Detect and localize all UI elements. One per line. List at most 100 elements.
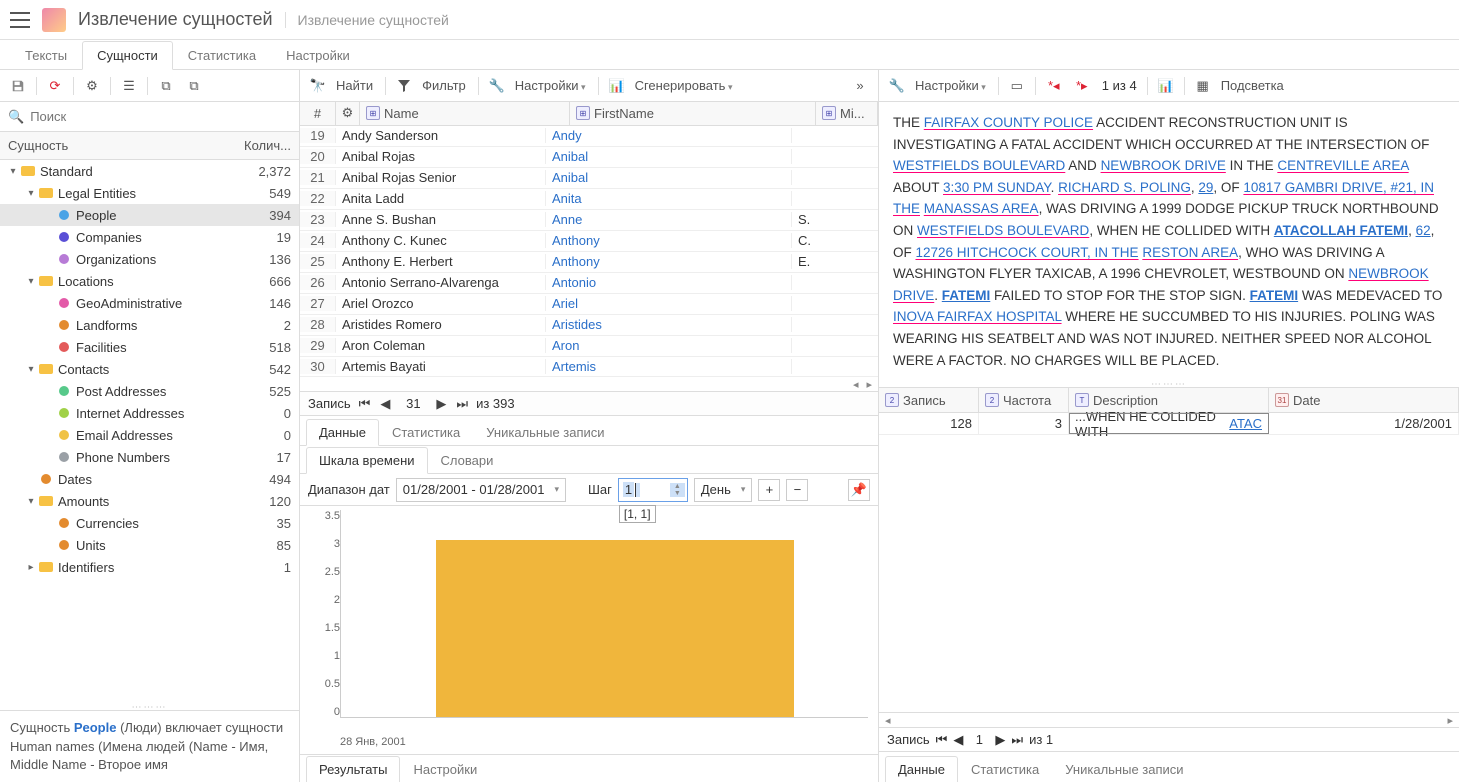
col-mi[interactable]: ⊞Mi...	[816, 102, 878, 125]
link-poling[interactable]: RICHARD S. POLING	[1058, 180, 1191, 195]
link-inova[interactable]: INOVA FAIRFAX HOSPITAL	[893, 309, 1062, 324]
link-age-62[interactable]: 62	[1416, 223, 1431, 238]
grid-row[interactable]: 25 Anthony E. Herbert Anthony E.	[300, 252, 878, 273]
tree-item[interactable]: People394	[0, 204, 299, 226]
link-time[interactable]: 3:30 PM SUNDAY	[943, 180, 1051, 195]
tree-expander[interactable]: ▾	[24, 188, 38, 199]
grid-row[interactable]: 21 Anibal Rojas Senior Anibal	[300, 168, 878, 189]
results-settings-tab[interactable]: Настройки	[400, 756, 490, 782]
chart-icon[interactable]: 📊	[1154, 74, 1178, 98]
tree-item[interactable]: Internet Addresses0	[0, 402, 299, 424]
tree-expander[interactable]: ▾	[24, 276, 38, 287]
tree-item[interactable]: Organizations136	[0, 248, 299, 270]
link-age-29[interactable]: 29	[1198, 180, 1213, 195]
tree-item[interactable]: ▸Identifiers1	[0, 556, 299, 578]
copy-stack-icon[interactable]: ⧉	[182, 74, 206, 98]
tree-expander[interactable]: ▾	[24, 496, 38, 507]
next-asterisk-icon[interactable]: *▸	[1070, 74, 1094, 98]
right-scroll-x[interactable]: ◂▸	[879, 712, 1459, 728]
r-sub-tab-data[interactable]: Данные	[885, 756, 958, 782]
grid-body[interactable]: 19 Andy Sanderson Andy 20 Anibal Rojas A…	[300, 126, 878, 376]
main-tab-settings[interactable]: Настройки	[271, 41, 365, 69]
tree-item[interactable]: Landforms2	[0, 314, 299, 336]
link-manassas[interactable]: MANASSAS AREA	[924, 201, 1039, 216]
sub-tab-data[interactable]: Данные	[306, 419, 379, 446]
link-hitchcock[interactable]: 12726 HITCHCOCK COURT, IN THE	[916, 245, 1139, 260]
grid-scroll-x[interactable]: ◂▸	[300, 376, 878, 391]
tree-item[interactable]: Dates494	[0, 468, 299, 490]
results-tab[interactable]: Результаты	[306, 756, 400, 782]
filter-icon[interactable]	[392, 74, 416, 98]
wrench-icon[interactable]: 🔧	[485, 74, 509, 98]
nav-next-icon[interactable]: ▶	[434, 396, 448, 412]
gear-icon[interactable]: ⚙	[80, 74, 104, 98]
link-westfields-2[interactable]: WESTFIELDS BOULEVARD	[917, 223, 1089, 238]
tree-item[interactable]: Email Addresses0	[0, 424, 299, 446]
col-num[interactable]: #	[300, 102, 336, 125]
r-nav-prev-icon[interactable]: ◀	[953, 732, 963, 748]
timeline-tab-dict[interactable]: Словари	[428, 447, 507, 473]
r-nav-last-icon[interactable]: ⏭	[1011, 732, 1023, 748]
match-fatemi-3[interactable]: FATEMI	[1250, 288, 1299, 303]
plus-button[interactable]: +	[758, 479, 780, 501]
right-grid-row[interactable]: 128 3 ...WHEN HE COLLIDED WITH ATAC 1/28…	[879, 413, 1459, 435]
r-nav-next-icon[interactable]: ▶	[995, 732, 1005, 748]
main-tab-stats[interactable]: Статистика	[173, 41, 271, 69]
tree-expander[interactable]: ▾	[6, 166, 20, 177]
grid-row[interactable]: 28 Aristides Romero Aristides	[300, 315, 878, 336]
pin-button[interactable]: 📌	[848, 479, 870, 501]
tree-item[interactable]: ▾Standard2,372	[0, 160, 299, 182]
filter-button[interactable]: Фильтр	[420, 78, 472, 93]
grid-row[interactable]: 30 Artemis Bayati Artemis	[300, 357, 878, 376]
right-settings-dropdown[interactable]: Настройки	[913, 78, 992, 93]
overflow-icon[interactable]: »	[848, 74, 872, 98]
grid-row[interactable]: 26 Antonio Serrano-Alvarenga Antonio	[300, 273, 878, 294]
grid-row[interactable]: 24 Anthony C. Kunec Anthony C.	[300, 231, 878, 252]
copy-icon[interactable]: ⧉	[154, 74, 178, 98]
tree-item[interactable]: Units85	[0, 534, 299, 556]
chart-icon[interactable]: 📊	[605, 74, 629, 98]
grid-row[interactable]: 20 Anibal Rojas Anibal	[300, 147, 878, 168]
find-button[interactable]: Найти	[334, 78, 379, 93]
save-icon[interactable]	[6, 74, 30, 98]
rcol-record[interactable]: 2Запись	[879, 388, 979, 412]
settings-dropdown[interactable]: Настройки	[513, 78, 592, 93]
tree-item[interactable]: ▾Locations666	[0, 270, 299, 292]
rcol-freq[interactable]: 2Частота	[979, 388, 1069, 412]
col-firstname[interactable]: ⊞FirstName	[570, 102, 816, 125]
step-spinner[interactable]: ▲▼	[670, 483, 685, 497]
nav-prev-icon[interactable]: ◀	[378, 396, 392, 412]
link-reston[interactable]: RESTON AREA	[1142, 245, 1238, 260]
hamburger-icon[interactable]	[10, 12, 30, 28]
tree-item[interactable]: Facilities518	[0, 336, 299, 358]
sub-tab-unique[interactable]: Уникальные записи	[473, 419, 617, 445]
nav-last-icon[interactable]: ⏭	[454, 396, 470, 412]
col-name[interactable]: ⊞Name	[360, 102, 570, 125]
entity-tree[interactable]: ▾Standard2,372▾Legal Entities549People39…	[0, 160, 299, 704]
step-input[interactable]: 1 ▲▼ [1, 1]	[618, 478, 688, 502]
col-config[interactable]: ⚙	[336, 102, 360, 125]
grid-row[interactable]: 29 Aron Coleman Aron	[300, 336, 878, 357]
link-fairfax[interactable]: FAIRFAX COUNTY POLICE	[924, 115, 1093, 130]
tree-item[interactable]: Companies19	[0, 226, 299, 248]
grid-row[interactable]: 22 Anita Ladd Anita	[300, 189, 878, 210]
r-sub-tab-unique[interactable]: Уникальные записи	[1052, 756, 1196, 782]
tree-item[interactable]: ▾Amounts120	[0, 490, 299, 512]
search-input[interactable]	[30, 109, 291, 124]
tree-item[interactable]: GeoAdministrative146	[0, 292, 299, 314]
grid-row[interactable]: 23 Anne S. Bushan Anne S.	[300, 210, 878, 231]
match-fatemi-2[interactable]: FATEMI	[942, 288, 991, 303]
unit-dropdown[interactable]: День	[694, 478, 753, 502]
sub-tab-stats[interactable]: Статистика	[379, 419, 473, 445]
rcol-date[interactable]: 31Date	[1269, 388, 1459, 412]
link-centreville[interactable]: CENTREVILLE AREA	[1277, 158, 1408, 173]
tree-expander[interactable]: ▾	[24, 364, 38, 375]
link-newbrook-1[interactable]: NEWBROOK DRIVE	[1101, 158, 1226, 173]
prev-asterisk-icon[interactable]: *◂	[1042, 74, 1066, 98]
refresh-icon[interactable]: ⟳	[43, 74, 67, 98]
link-westfields-1[interactable]: WESTFIELDS BOULEVARD	[893, 158, 1065, 173]
r-sub-tab-stats[interactable]: Статистика	[958, 756, 1052, 782]
match-fatemi-1[interactable]: ATACOLLAH FATEMI	[1274, 223, 1408, 238]
grid-row[interactable]: 19 Andy Sanderson Andy	[300, 126, 878, 147]
grid-row[interactable]: 27 Ariel Orozco Ariel	[300, 294, 878, 315]
